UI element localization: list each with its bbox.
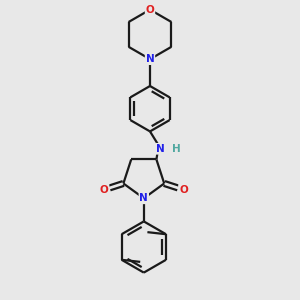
Text: N: N bbox=[156, 144, 165, 154]
Text: H: H bbox=[172, 144, 180, 154]
Text: N: N bbox=[146, 54, 154, 64]
Text: O: O bbox=[100, 185, 109, 195]
Text: O: O bbox=[179, 185, 188, 195]
Text: O: O bbox=[146, 4, 154, 15]
Text: N: N bbox=[140, 193, 148, 203]
